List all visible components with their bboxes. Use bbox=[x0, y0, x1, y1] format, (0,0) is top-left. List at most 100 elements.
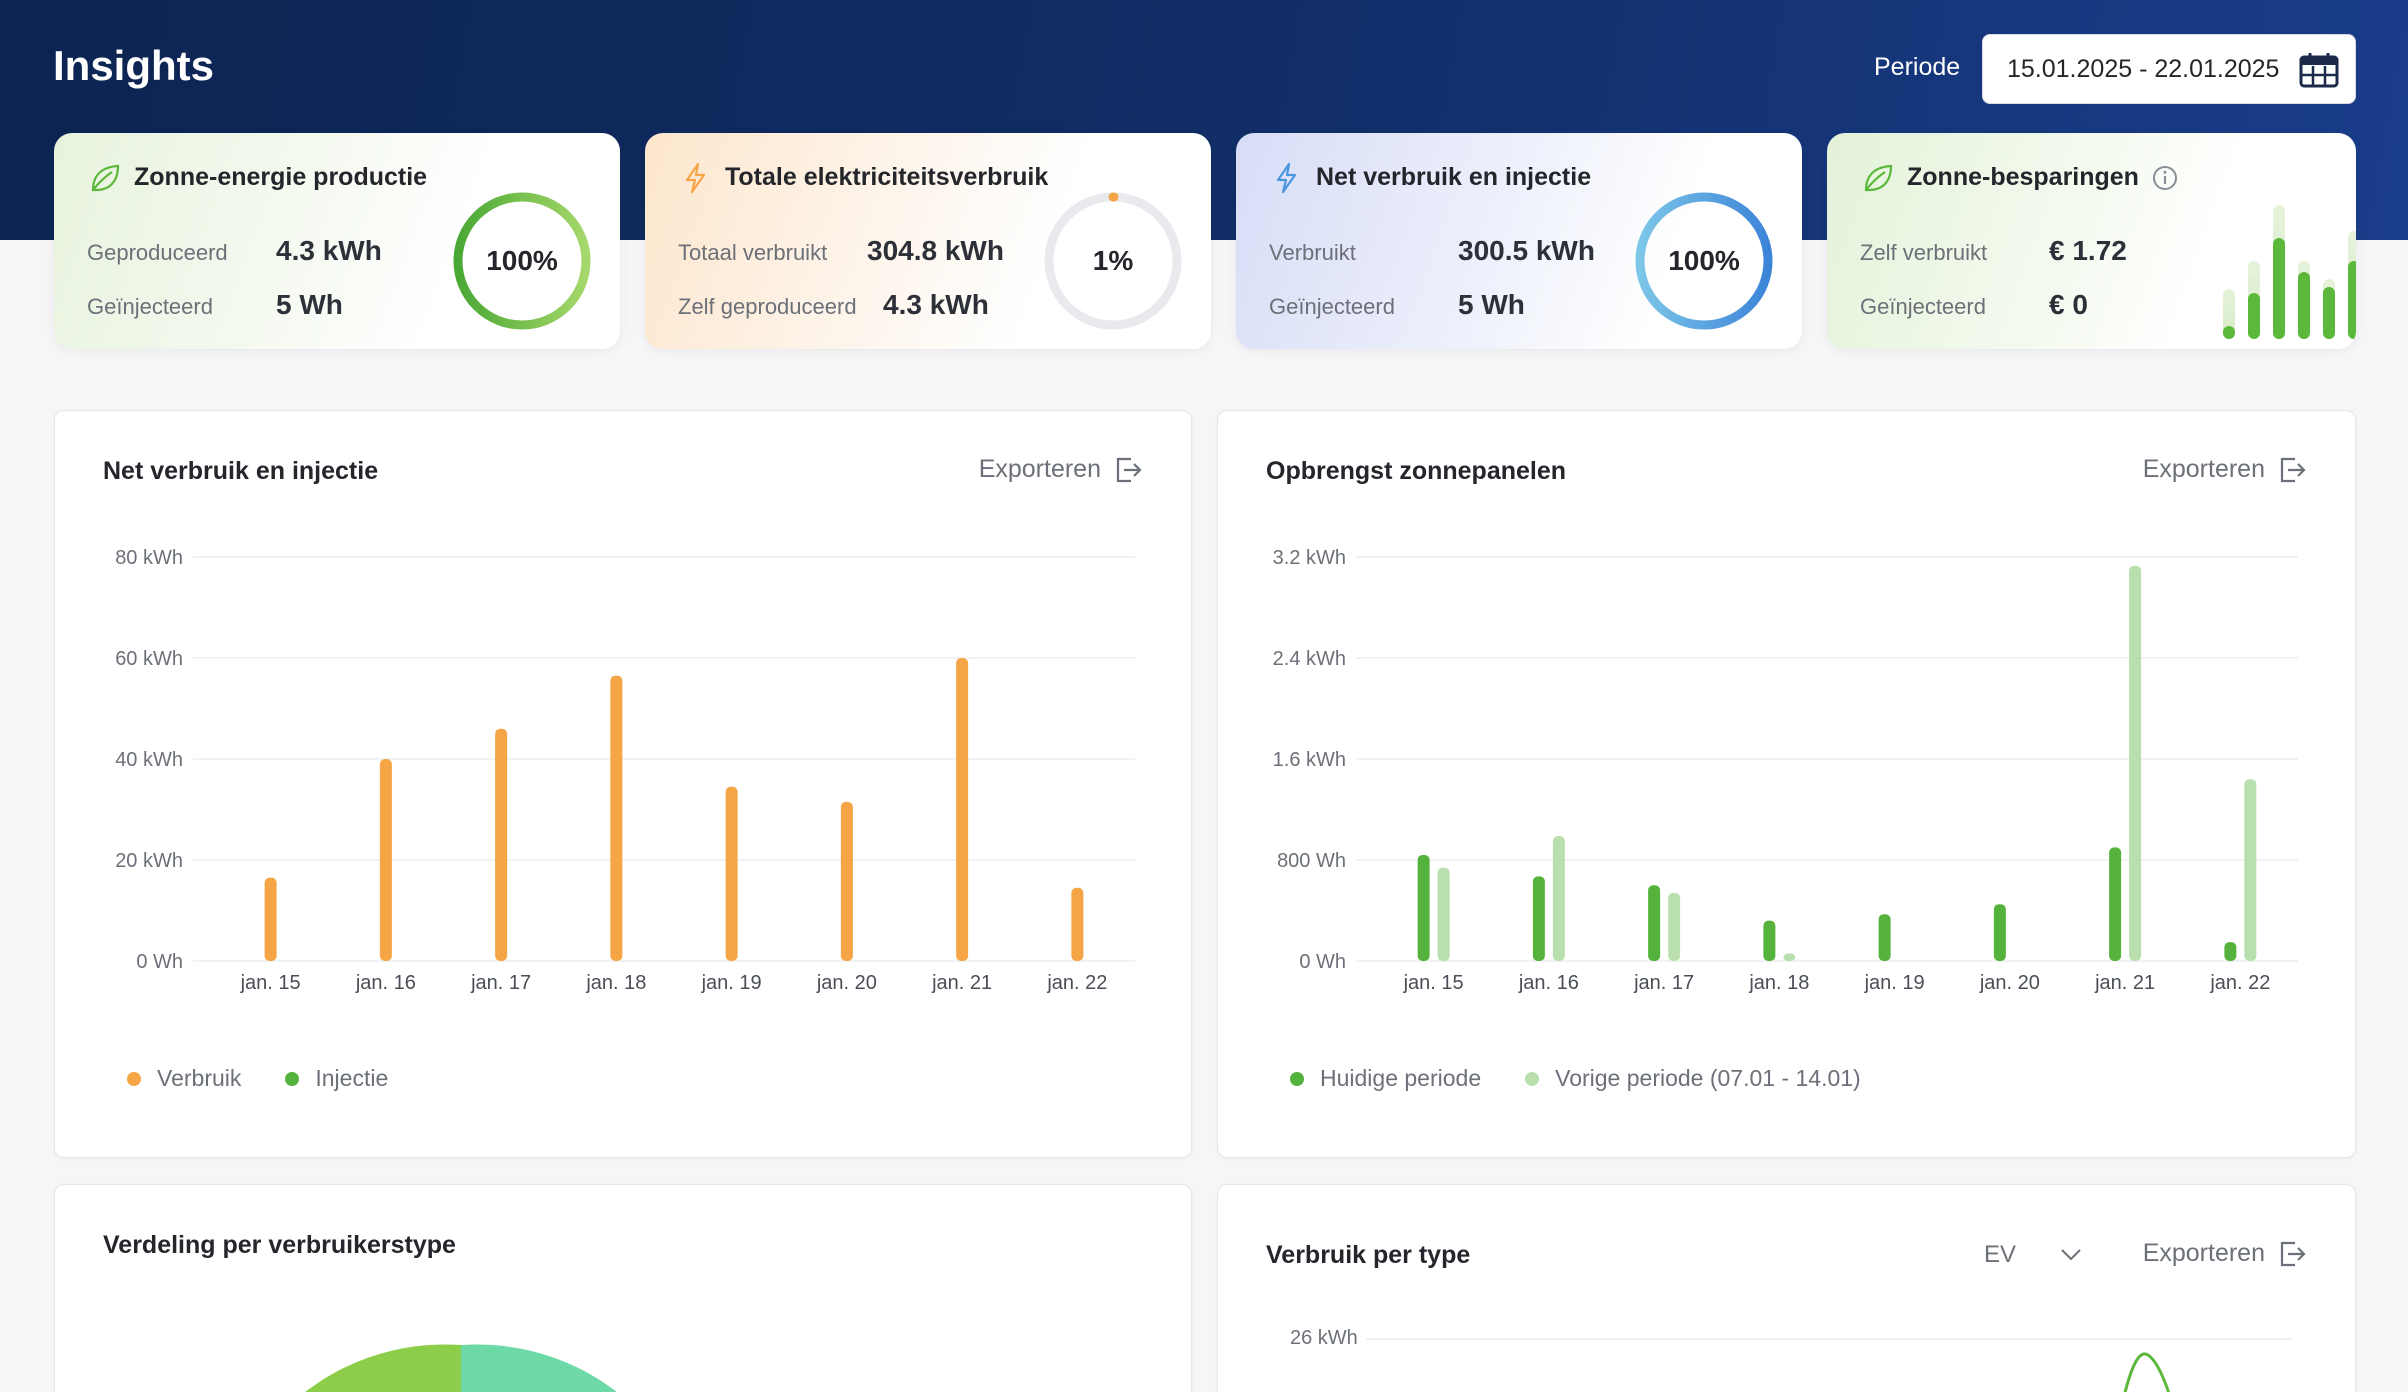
bar[interactable] bbox=[956, 658, 968, 961]
x-tick-label: jan. 22 bbox=[2209, 972, 2270, 994]
kpi-card-solar-production: Zonne-energie productie Geproduceerd 4.3… bbox=[54, 133, 620, 349]
x-tick-label: jan. 16 bbox=[355, 972, 416, 994]
legend-item[interactable]: Verbruik bbox=[127, 1065, 241, 1092]
y-tick-label: 80 kWh bbox=[115, 547, 183, 569]
x-tick-label: jan. 16 bbox=[1518, 972, 1579, 994]
legend-dot bbox=[1525, 1072, 1539, 1086]
bar[interactable] bbox=[2244, 779, 2256, 961]
bar[interactable] bbox=[1648, 885, 1660, 961]
y-tick-label: 2.4 kWh bbox=[1273, 648, 1346, 670]
bar[interactable] bbox=[1994, 904, 2006, 961]
series-line bbox=[2118, 1354, 2178, 1392]
bar[interactable] bbox=[1783, 953, 1795, 961]
x-tick-label: jan. 17 bbox=[470, 972, 531, 994]
kpi-value: 300.5 kWh bbox=[1458, 235, 1595, 267]
progress-ring-value: 100% bbox=[1632, 189, 1776, 333]
panel-solar-yield: Opbrengst zonnepanelen Exporteren 0 Wh 80… bbox=[1217, 410, 2356, 1158]
period-label: Periode bbox=[1874, 53, 1960, 82]
leaf-icon bbox=[88, 161, 122, 195]
kpi-label: Totaal verbruikt bbox=[678, 240, 827, 266]
x-tick-label: jan. 22 bbox=[1046, 972, 1107, 994]
y-tick-label: 3.2 kWh bbox=[1273, 547, 1346, 569]
x-tick-label: jan. 18 bbox=[585, 972, 646, 994]
mini-bar bbox=[2248, 293, 2260, 339]
kpi-title: Net verbruik en injectie bbox=[1316, 163, 1591, 192]
bar[interactable] bbox=[495, 729, 507, 961]
mini-bar bbox=[2273, 238, 2285, 339]
kpi-value: 304.8 kWh bbox=[867, 235, 1004, 267]
bar[interactable] bbox=[1553, 836, 1565, 961]
bar[interactable] bbox=[1533, 876, 1545, 961]
kpi-title: Zonne-besparingen bbox=[1907, 163, 2139, 192]
y-tick-label: 800 Wh bbox=[1277, 850, 1346, 872]
legend-label: Injectie bbox=[315, 1065, 388, 1092]
lightning-icon bbox=[1270, 161, 1304, 195]
x-tick-label: jan. 18 bbox=[1748, 972, 1809, 994]
panel-consumption-per-type: Verbruik per type EV Exporteren 26 kWh bbox=[1217, 1184, 2356, 1392]
info-icon[interactable] bbox=[2151, 164, 2179, 192]
bar[interactable] bbox=[1763, 921, 1775, 961]
chart-solar-yield: 0 Wh 800 Wh 1.6 kWh 2.4 kWh 3.2 kWh jan. 15 ja… bbox=[1218, 411, 2357, 1051]
bar[interactable] bbox=[1418, 855, 1430, 961]
calendar-icon[interactable] bbox=[2299, 52, 2339, 88]
x-tick-label: jan. 20 bbox=[1979, 972, 2040, 994]
bar[interactable] bbox=[265, 878, 277, 961]
bar[interactable] bbox=[2224, 942, 2236, 961]
x-tick-label: jan. 19 bbox=[1864, 972, 1925, 994]
legend-dot bbox=[1290, 1072, 1304, 1086]
kpi-label: Zelf verbruikt bbox=[1860, 240, 1987, 266]
kpi-value: € 1.72 bbox=[2049, 235, 2127, 267]
bar[interactable] bbox=[2129, 566, 2141, 961]
bar[interactable] bbox=[610, 676, 622, 961]
kpi-title: Totale elektriciteitsverbruik bbox=[725, 163, 1048, 192]
mini-bar-chart bbox=[2187, 169, 2356, 349]
legend-label: Vorige periode (07.01 - 14.01) bbox=[1555, 1065, 1861, 1092]
y-tick-label: 1.6 kWh bbox=[1273, 749, 1346, 771]
chart-net-consumption: 0 Wh 20 kWh 40 kWh 60 kWh 80 kWh jan. 15 jan. … bbox=[55, 411, 1193, 1051]
y-tick-label: 0 Wh bbox=[1299, 951, 1346, 973]
x-tick-label: jan. 15 bbox=[1403, 972, 1464, 994]
period-picker[interactable]: 15.01.2025 - 22.01.2025 bbox=[1982, 34, 2356, 104]
x-tick-label: jan. 15 bbox=[240, 972, 301, 994]
kpi-value: 4.3 kWh bbox=[883, 289, 989, 321]
x-tick-label: jan. 21 bbox=[931, 972, 992, 994]
kpi-card-net-consumption: Net verbruik en injectie Verbruikt 300.5… bbox=[1236, 133, 1802, 349]
kpi-card-total-consumption: Totale elektriciteitsverbruik Totaal ver… bbox=[645, 133, 1211, 349]
kpi-title: Zonne-energie productie bbox=[134, 163, 427, 192]
kpi-value: € 0 bbox=[2049, 289, 2088, 321]
mini-bar bbox=[2323, 287, 2335, 339]
kpi-value: 5 Wh bbox=[276, 289, 343, 321]
chart-legend: Verbruik Injectie bbox=[127, 1065, 388, 1092]
bar[interactable] bbox=[1438, 868, 1450, 961]
page-title: Insights bbox=[53, 42, 214, 90]
x-tick-label: jan. 20 bbox=[816, 972, 877, 994]
progress-ring-value: 1% bbox=[1041, 189, 1185, 333]
lightning-icon bbox=[679, 161, 713, 195]
bar[interactable] bbox=[841, 802, 853, 961]
x-tick-label: jan. 19 bbox=[701, 972, 762, 994]
kpi-value: 5 Wh bbox=[1458, 289, 1525, 321]
bar[interactable] bbox=[726, 787, 738, 961]
bar[interactable] bbox=[380, 759, 392, 961]
kpi-value: 4.3 kWh bbox=[276, 235, 382, 267]
kpi-label: Geïnjecteerd bbox=[1860, 294, 1986, 320]
line-chart-per-type bbox=[1218, 1185, 2356, 1392]
bar[interactable] bbox=[1071, 888, 1083, 961]
legend-label: Verbruik bbox=[157, 1065, 241, 1092]
legend-item[interactable]: Vorige periode (07.01 - 14.01) bbox=[1525, 1065, 1861, 1092]
y-tick-label: 20 kWh bbox=[115, 850, 183, 872]
x-tick-label: jan. 17 bbox=[1633, 972, 1694, 994]
legend-label: Huidige periode bbox=[1320, 1065, 1481, 1092]
x-tick-label: jan. 21 bbox=[2094, 972, 2155, 994]
pie-slice bbox=[461, 1344, 667, 1392]
bar[interactable] bbox=[1879, 914, 1891, 961]
mini-bar bbox=[2348, 261, 2356, 339]
bar[interactable] bbox=[2109, 847, 2121, 961]
mini-bar bbox=[2223, 326, 2235, 339]
legend-dot bbox=[127, 1072, 141, 1086]
panel-distribution: Verdeling per verbruikerstype bbox=[54, 1184, 1192, 1392]
legend-item[interactable]: Huidige periode bbox=[1290, 1065, 1481, 1092]
pie-slice bbox=[255, 1344, 461, 1392]
bar[interactable] bbox=[1668, 893, 1680, 961]
legend-item[interactable]: Injectie bbox=[285, 1065, 388, 1092]
